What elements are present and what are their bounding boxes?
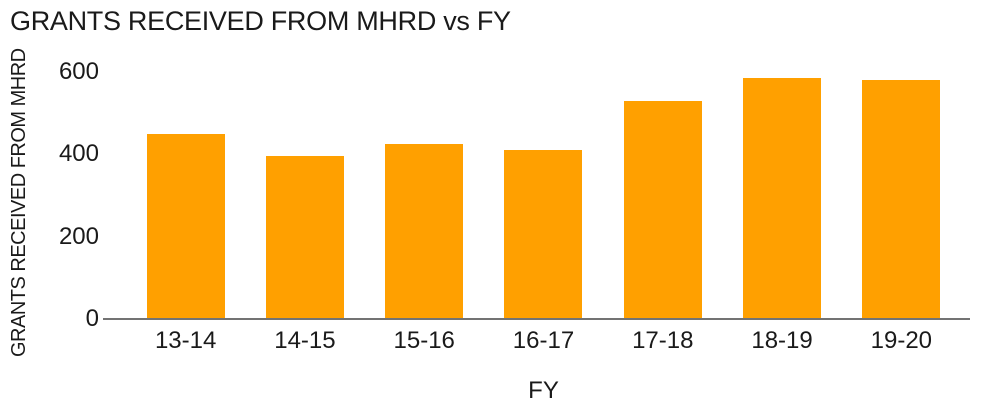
x-axis-line <box>103 318 970 320</box>
y-tick-label: 200 <box>58 222 99 250</box>
bar-band <box>245 72 364 319</box>
bar-18-19 <box>743 78 822 319</box>
bar-band <box>842 72 961 319</box>
bar-band <box>365 72 484 319</box>
bar-14-15 <box>265 156 344 319</box>
chart-title: GRANTS RECEIVED FROM MHRD vs FY <box>10 6 511 36</box>
y-tick-label: 400 <box>58 140 99 168</box>
x-tick-label: 19-20 <box>870 327 933 354</box>
bars-area <box>126 72 961 319</box>
x-tick-label: 16-17 <box>512 327 575 354</box>
x-axis-labels: 13-14 14-15 15-16 16-17 17-18 18-19 19-20 <box>126 326 961 356</box>
bar-band <box>722 72 841 319</box>
bar-13-14 <box>146 133 225 319</box>
x-tick-label: 13-14 <box>154 327 217 354</box>
bar-19-20 <box>862 80 941 319</box>
bar-band <box>603 72 722 319</box>
x-tick-label: 18-19 <box>751 327 813 354</box>
bar-17-18 <box>623 100 702 319</box>
x-tick-label: 15-16 <box>393 327 455 354</box>
y-tick-label: 600 <box>58 58 99 85</box>
x-axis-title: FY <box>528 377 559 404</box>
y-tick-label: 0 <box>85 305 99 332</box>
x-tick-label: 14-15 <box>274 327 336 354</box>
bar-15-16 <box>385 144 464 319</box>
bar-band <box>484 72 603 319</box>
bar-band <box>126 72 245 319</box>
bar-16-17 <box>504 150 583 319</box>
x-tick-label: 17-18 <box>632 327 694 354</box>
